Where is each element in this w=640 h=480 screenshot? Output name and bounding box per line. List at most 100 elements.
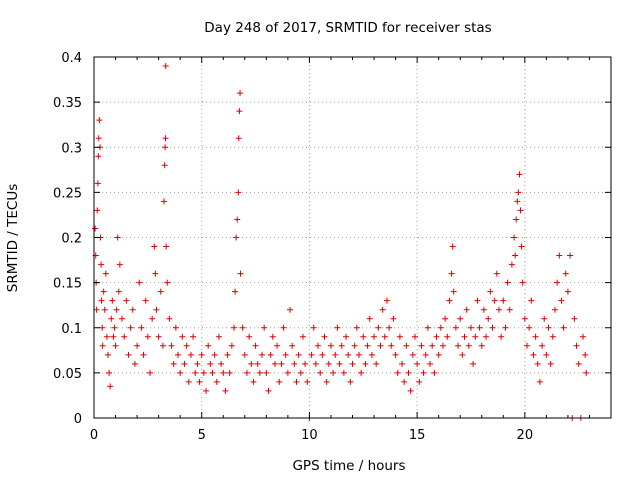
- data-point: [138, 324, 145, 331]
- data-point: [233, 234, 240, 241]
- data-point: [308, 351, 315, 358]
- data-point: [157, 288, 164, 295]
- data-point: [190, 333, 197, 340]
- data-point: [556, 252, 563, 259]
- data-point: [560, 324, 567, 331]
- data-point: [92, 225, 99, 232]
- data-point: [203, 387, 210, 394]
- x-tick-label: 5: [198, 428, 206, 443]
- data-point: [495, 306, 502, 313]
- data-point: [512, 252, 519, 259]
- data-point: [388, 342, 395, 349]
- data-point: [480, 306, 487, 313]
- data-point: [110, 333, 117, 340]
- data-point: [102, 270, 109, 277]
- data-point: [265, 387, 272, 394]
- y-tick-label: 0.4: [61, 51, 82, 66]
- data-point: [532, 333, 539, 340]
- data-point: [271, 360, 278, 367]
- data-point: [112, 342, 119, 349]
- data-point: [448, 270, 455, 277]
- data-point: [282, 351, 289, 358]
- data-point: [504, 279, 511, 286]
- data-point: [96, 117, 103, 124]
- data-point: [183, 342, 190, 349]
- data-point: [261, 324, 268, 331]
- data-point: [162, 144, 169, 151]
- x-axis-label: GPS time / hours: [292, 458, 405, 474]
- y-tick-label: 0.3: [61, 141, 82, 156]
- data-point: [355, 351, 362, 358]
- data-point: [142, 297, 149, 304]
- data-point: [161, 162, 168, 169]
- data-point: [207, 360, 214, 367]
- data-point: [575, 360, 582, 367]
- data-point: [287, 306, 294, 313]
- data-point: [390, 315, 397, 322]
- data-point: [506, 306, 513, 313]
- data-point: [248, 360, 255, 367]
- data-point: [121, 333, 128, 340]
- data-point: [515, 189, 522, 196]
- data-point: [579, 333, 586, 340]
- data-point: [125, 351, 132, 358]
- data-point: [360, 333, 367, 340]
- data-point: [420, 369, 427, 376]
- data-point: [502, 324, 509, 331]
- data-point: [424, 324, 431, 331]
- data-point: [437, 324, 444, 331]
- data-point: [332, 351, 339, 358]
- data-point: [508, 261, 515, 268]
- data-point: [226, 369, 233, 376]
- data-point: [106, 369, 113, 376]
- data-point: [554, 279, 561, 286]
- data-point: [523, 342, 530, 349]
- data-point: [330, 369, 337, 376]
- data-point: [474, 297, 481, 304]
- data-point: [254, 360, 261, 367]
- y-tick-label: 0.15: [53, 277, 82, 292]
- data-point: [530, 351, 537, 358]
- data-point: [235, 189, 242, 196]
- data-point: [386, 324, 393, 331]
- data-point: [278, 360, 285, 367]
- data-point: [377, 342, 384, 349]
- y-tick-label: 0.35: [53, 96, 82, 111]
- data-point: [472, 333, 479, 340]
- data-point: [284, 369, 291, 376]
- data-point: [573, 342, 580, 349]
- data-point: [269, 333, 276, 340]
- data-point: [131, 360, 138, 367]
- data-point: [304, 378, 311, 385]
- data-point: [465, 342, 472, 349]
- data-point: [215, 333, 222, 340]
- data-point: [543, 351, 550, 358]
- data-point: [95, 153, 102, 160]
- data-point: [243, 369, 250, 376]
- data-point: [218, 360, 225, 367]
- data-point: [231, 324, 238, 331]
- data-point: [295, 351, 302, 358]
- data-point: [433, 333, 440, 340]
- data-point: [93, 306, 100, 313]
- data-point: [246, 333, 253, 340]
- data-point: [276, 378, 283, 385]
- data-point: [511, 234, 518, 241]
- data-point: [187, 351, 194, 358]
- data-point: [418, 342, 425, 349]
- data-point: [517, 207, 524, 214]
- data-point: [166, 315, 173, 322]
- data-point: [250, 378, 257, 385]
- data-point: [198, 351, 205, 358]
- data-point: [364, 342, 371, 349]
- data-point: [108, 315, 115, 322]
- data-point: [293, 378, 300, 385]
- data-point: [164, 279, 171, 286]
- data-point: [383, 297, 390, 304]
- data-point: [234, 216, 241, 223]
- y-tick-label: 0: [74, 412, 82, 427]
- data-point: [196, 378, 203, 385]
- data-point: [185, 378, 192, 385]
- data-point: [401, 378, 408, 385]
- data-point: [99, 342, 106, 349]
